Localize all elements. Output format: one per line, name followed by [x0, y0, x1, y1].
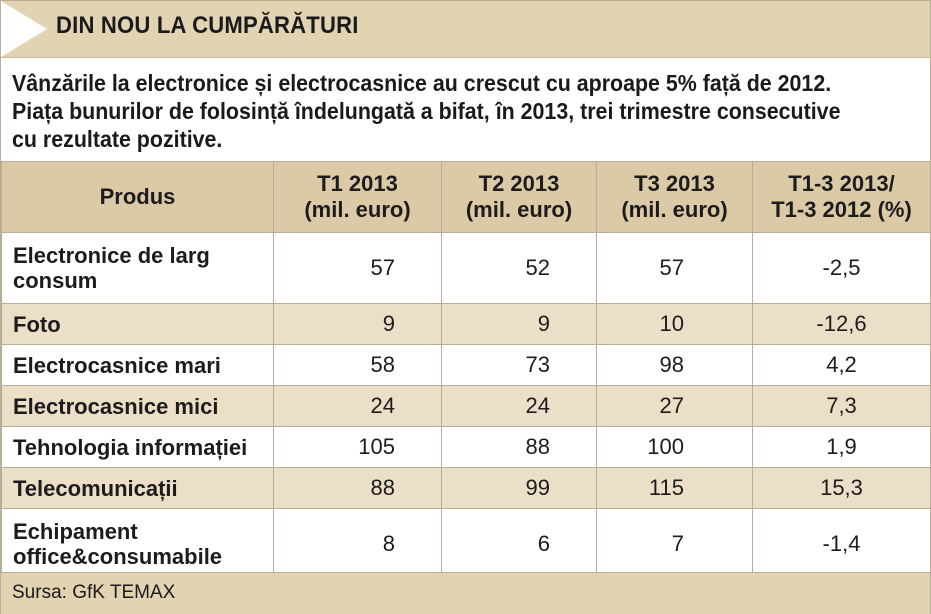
source-note: Sursa: GfK TEMAX — [12, 582, 176, 603]
table-row: Tehnologia informației 105 88 100 1,9 — [1, 426, 931, 468]
sales-table: Produs T1 2013 (mil. euro) T2 2013 (mil. e… — [1, 161, 931, 580]
value-cell: 99 — [441, 467, 597, 509]
value-cell: 9 — [441, 303, 597, 345]
value-cell: 27 — [596, 385, 753, 427]
value-cell: 8 — [273, 508, 442, 580]
table-row: Echipament office&consumabile 8 6 7 -1,4 — [1, 508, 931, 580]
table-row: Electronice de larg consum 57 52 57 -2,5 — [1, 232, 931, 304]
column-header: Produs — [1, 161, 274, 233]
value-cell: 24 — [441, 385, 597, 427]
product-cell: Foto — [1, 303, 274, 345]
lead-line: Piața bunurilor de folosință îndelungată… — [12, 98, 841, 124]
value-cell: 57 — [273, 232, 442, 304]
product-cell: Telecomunicații — [1, 467, 274, 509]
change-cell: -1,4 — [752, 508, 931, 580]
table-row: Foto 9 9 10 -12,6 — [1, 303, 931, 345]
column-header: T2 2013 (mil. euro) — [441, 161, 597, 233]
value-cell: 88 — [273, 467, 442, 509]
source-bar: Sursa: GfK TEMAX — [1, 572, 930, 614]
value-cell: 57 — [596, 232, 753, 304]
product-cell: Electrocasnice mari — [1, 344, 274, 386]
value-cell: 52 — [441, 232, 597, 304]
lead-line: cu rezultate pozitive. — [12, 126, 223, 152]
change-cell: 4,2 — [752, 344, 931, 386]
value-cell: 7 — [596, 508, 753, 580]
change-cell: -12,6 — [752, 303, 931, 345]
table-header-row: Produs T1 2013 (mil. euro) T2 2013 (mil. e… — [1, 161, 931, 233]
value-cell: 9 — [273, 303, 442, 345]
value-cell: 73 — [441, 344, 597, 386]
table-row: Electrocasnice mici 24 24 27 7,3 — [1, 385, 931, 427]
lead-paragraph: Vânzările la electronice și electrocasni… — [12, 69, 927, 153]
change-cell: 7,3 — [752, 385, 931, 427]
title-banner: DIN NOU LA CUMPĂRĂTURI — [1, 1, 930, 58]
column-header: T1-3 2013/T1-3 2012 (%) — [752, 161, 931, 233]
product-cell: Electronice de larg consum — [1, 232, 274, 304]
value-cell: 88 — [441, 426, 597, 468]
value-cell: 10 — [596, 303, 753, 345]
value-cell: 24 — [273, 385, 442, 427]
change-cell: -2,5 — [752, 232, 931, 304]
product-cell: Electrocasnice mici — [1, 385, 274, 427]
column-header: T1 2013 (mil. euro) — [273, 161, 442, 233]
table-row: Telecomunicații 88 99 115 15,3 — [1, 467, 931, 509]
value-cell: 105 — [273, 426, 442, 468]
value-cell: 6 — [441, 508, 597, 580]
change-cell: 1,9 — [752, 426, 931, 468]
lead-line: Vânzările la electronice și electrocasni… — [12, 70, 832, 96]
column-header: T3 2013 (mil. euro) — [596, 161, 753, 233]
value-cell: 115 — [596, 467, 753, 509]
value-cell: 58 — [273, 344, 442, 386]
product-cell: Echipament office&consumabile — [1, 508, 274, 580]
arrow-icon — [1, 1, 47, 57]
table-row: Electrocasnice mari 58 73 98 4,2 — [1, 344, 931, 386]
change-cell: 15,3 — [752, 467, 931, 509]
product-cell: Tehnologia informației — [1, 426, 274, 468]
page-title: DIN NOU LA CUMPĂRĂTURI — [56, 12, 359, 39]
value-cell: 98 — [596, 344, 753, 386]
value-cell: 100 — [596, 426, 753, 468]
